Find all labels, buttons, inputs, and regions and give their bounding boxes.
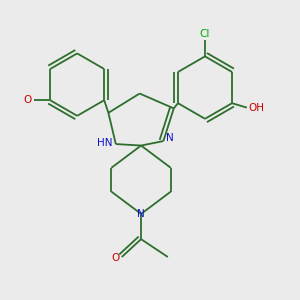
Text: O: O [23,95,32,105]
Text: HN: HN [97,138,112,148]
Text: Cl: Cl [200,28,210,38]
Text: O: O [111,254,120,263]
Text: N: N [166,133,174,143]
Text: OH: OH [248,103,264,112]
Text: N: N [137,209,145,219]
